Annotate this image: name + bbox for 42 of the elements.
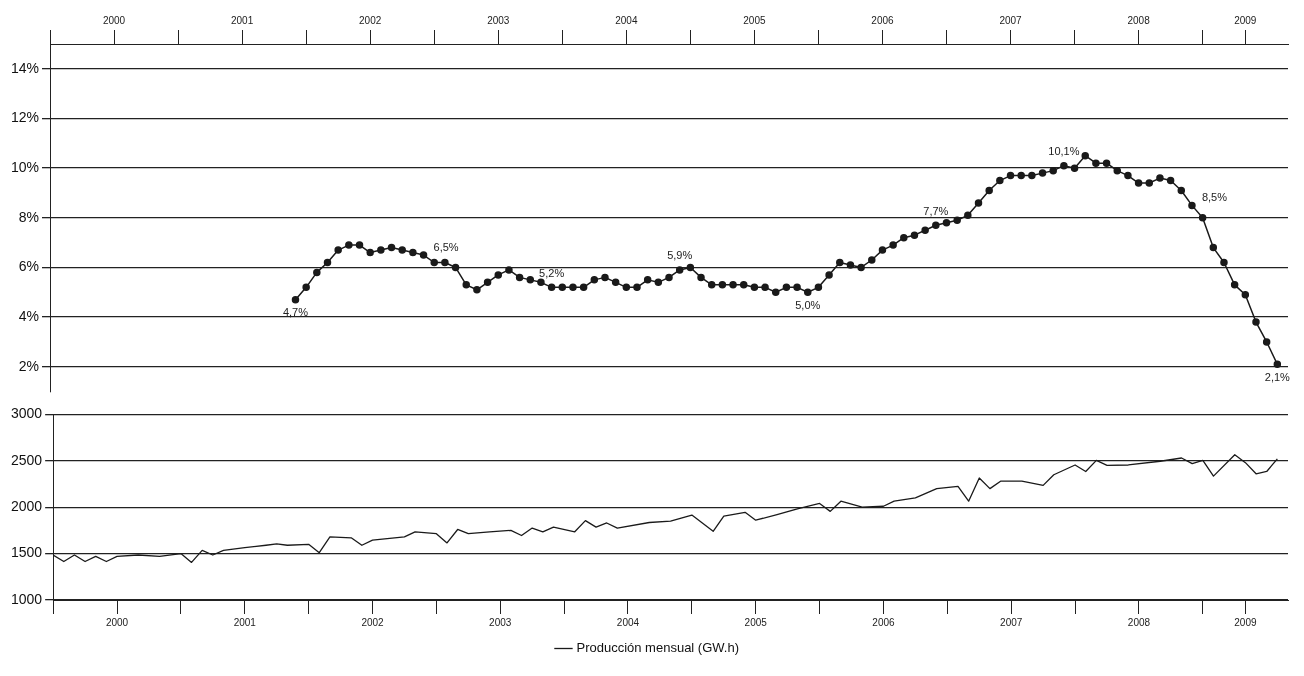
x-tick-label: 2005 — [744, 616, 768, 628]
y-tick-label: 2500 — [10, 451, 43, 468]
x-tick-label: 2006 — [872, 616, 896, 628]
y-tick-label: 12% — [10, 109, 40, 126]
data-label: 5,9% — [667, 249, 693, 262]
x-tick-label: 2000 — [105, 616, 129, 628]
data-label: 6,5% — [433, 240, 459, 253]
x-tick-label: 2007 — [1000, 616, 1023, 628]
y-tick-label: 1500 — [10, 544, 43, 561]
data-label: 2,1% — [1264, 370, 1291, 383]
y-tick-label: 1000 — [10, 590, 43, 607]
x-tick-label: 2004 — [615, 14, 638, 26]
data-label: 10,1% — [1048, 145, 1080, 158]
x-tick-label: 2004 — [616, 616, 640, 628]
x-tick-label: 2007 — [999, 14, 1023, 26]
x-tick-label: 2000 — [102, 14, 126, 26]
y-tick-label: 8% — [18, 208, 40, 225]
y-tick-label: 6% — [18, 258, 40, 275]
x-tick-label: 2009 — [1234, 14, 1257, 26]
x-tick-label: 2003 — [487, 14, 510, 26]
y-tick-label: 2% — [18, 357, 40, 374]
x-tick-label: 2003 — [489, 616, 512, 628]
x-tick-label: 2006 — [871, 14, 895, 26]
data-label: 5,2% — [539, 266, 565, 279]
x-tick-label: 2001 — [233, 616, 257, 628]
data-label: 8,5% — [1201, 190, 1228, 203]
x-tick-label: 2005 — [743, 14, 766, 26]
y-tick-label: 10% — [10, 159, 40, 175]
y-tick-label: 14% — [10, 59, 40, 76]
y-tick-label: 3000 — [10, 405, 43, 422]
x-tick-label: 2002 — [361, 616, 385, 628]
x-tick-label: 2009 — [1234, 616, 1257, 628]
data-label: 7,7% — [923, 204, 949, 217]
data-label: 5,0% — [795, 298, 821, 311]
y-tick-label: 4% — [18, 307, 40, 324]
data-label: 4,7% — [282, 306, 309, 319]
y-tick-label: 2000 — [10, 498, 43, 515]
x-tick-label: 2002 — [359, 14, 382, 26]
x-tick-label: 2008 — [1127, 14, 1151, 26]
legend-label: Producción mensual (GW.h) — [576, 640, 740, 656]
x-tick-label: 2001 — [231, 14, 254, 26]
x-tick-label: 2008 — [1127, 616, 1151, 628]
